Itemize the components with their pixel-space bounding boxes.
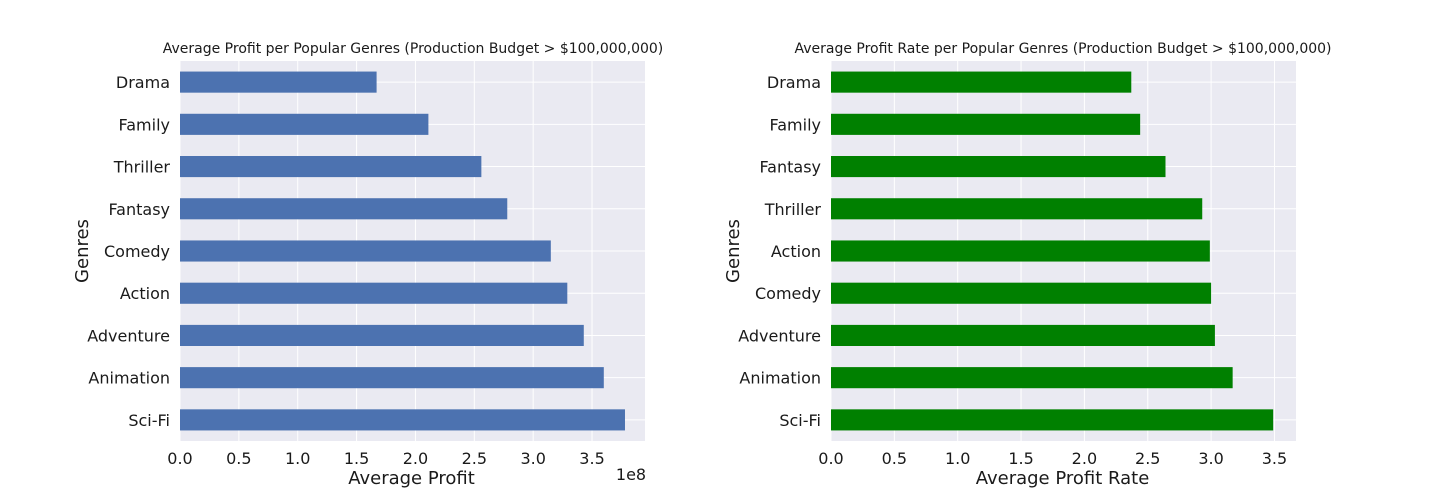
y-tick-label: Action bbox=[120, 284, 170, 303]
y-tick-label: Animation bbox=[88, 369, 170, 388]
y-tick-label: Action bbox=[771, 242, 821, 261]
bar-family bbox=[831, 113, 1141, 135]
y-tick-label: Thriller bbox=[764, 200, 822, 219]
y-tick-label: Animation bbox=[739, 369, 821, 388]
x-axis-offset-label: 1e8 bbox=[616, 465, 646, 484]
y-tick-label: Thriller bbox=[113, 158, 171, 177]
bar-drama bbox=[831, 71, 1132, 93]
chart-average-profit: Drama Family Thriller Fantasy Comedy Action Ad… bbox=[72, 41, 663, 489]
y-tick-label: Adventure bbox=[738, 326, 821, 345]
x-tick-label: 2.5 bbox=[462, 449, 487, 468]
y-tick-label: Fantasy bbox=[108, 200, 170, 219]
bar-sci-fi bbox=[180, 409, 625, 431]
y-tick-label: Comedy bbox=[755, 284, 821, 303]
x-axis-label: Average Profit bbox=[348, 468, 475, 489]
x-tick-label: 0.0 bbox=[818, 449, 843, 468]
y-tick-label: Comedy bbox=[104, 242, 170, 261]
bar-comedy bbox=[180, 240, 551, 262]
x-tick-label: 2.0 bbox=[1072, 449, 1097, 468]
x-tick-label: 0.5 bbox=[882, 449, 907, 468]
y-tick-label: Sci-Fi bbox=[128, 411, 170, 430]
x-tick-label: 3.0 bbox=[1198, 449, 1223, 468]
bar-action bbox=[180, 282, 568, 304]
x-tick-label: 1.5 bbox=[1008, 449, 1033, 468]
x-tick-label: 3.0 bbox=[520, 449, 545, 468]
bar-drama bbox=[180, 71, 377, 93]
x-axis-label: Average Profit Rate bbox=[976, 468, 1150, 489]
y-tick-label: Sci-Fi bbox=[779, 411, 821, 430]
bar-animation bbox=[831, 367, 1233, 389]
x-tick-label: 1.0 bbox=[285, 449, 310, 468]
y-axis-label: Genres bbox=[723, 219, 744, 283]
bar-fantasy bbox=[831, 156, 1166, 178]
y-tick-label: Adventure bbox=[87, 326, 170, 345]
bar-fantasy bbox=[180, 198, 508, 220]
bar-adventure bbox=[180, 324, 584, 346]
chart-average-profit-rate: Drama Family Fantasy Thriller Action Comedy Ad… bbox=[723, 41, 1332, 489]
bar-family bbox=[180, 113, 429, 135]
x-tick-label: 0.0 bbox=[167, 449, 192, 468]
bar-action bbox=[831, 240, 1210, 262]
x-tick-label: 1.5 bbox=[344, 449, 369, 468]
chart-title: Average Profit Rate per Popular Genres (… bbox=[794, 41, 1331, 57]
x-tick-label: 2.5 bbox=[1135, 449, 1160, 468]
bar-thriller bbox=[831, 198, 1203, 220]
x-tick-label: 1.0 bbox=[945, 449, 970, 468]
x-tick-label: 3.5 bbox=[579, 449, 604, 468]
y-tick-label: Drama bbox=[767, 73, 821, 92]
bar-animation bbox=[180, 367, 604, 389]
bar-adventure bbox=[831, 324, 1215, 346]
chart-title: Average Profit per Popular Genres (Produ… bbox=[163, 41, 664, 57]
y-tick-label: Fantasy bbox=[759, 158, 821, 177]
y-tick-label: Family bbox=[770, 115, 821, 134]
y-tick-label: Family bbox=[119, 115, 170, 134]
bar-sci-fi bbox=[831, 409, 1274, 431]
bar-thriller bbox=[180, 156, 482, 178]
bar-comedy bbox=[831, 282, 1212, 304]
x-tick-label: 3.5 bbox=[1262, 449, 1287, 468]
y-axis-label: Genres bbox=[72, 219, 93, 283]
x-tick-label: 0.5 bbox=[226, 449, 251, 468]
x-tick-label: 2.0 bbox=[403, 449, 428, 468]
y-tick-label: Drama bbox=[116, 73, 170, 92]
